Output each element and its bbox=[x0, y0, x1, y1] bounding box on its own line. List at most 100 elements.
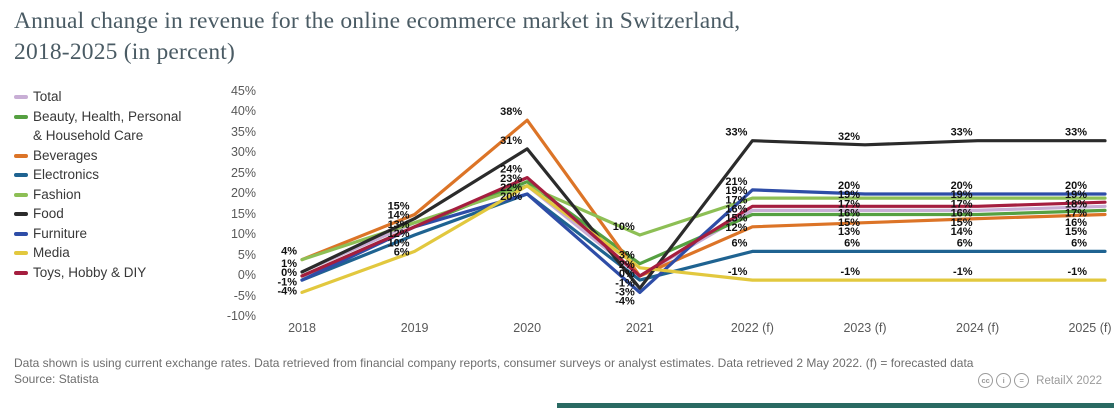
data-label: -3% bbox=[615, 287, 635, 299]
data-label: 33% bbox=[951, 127, 973, 139]
data-label: 10% bbox=[388, 237, 410, 249]
y-tick-label: 35% bbox=[230, 124, 256, 139]
legend-item-media: Media bbox=[14, 243, 181, 263]
data-label: 12% bbox=[725, 222, 747, 234]
series-line bbox=[300, 192, 1107, 282]
data-label: 18% bbox=[1065, 198, 1087, 210]
data-label: 6% bbox=[844, 237, 860, 249]
footnote: Data shown is using current exchange rat… bbox=[14, 356, 974, 370]
credit-line: cc i = RetailX 2022 bbox=[978, 373, 1102, 388]
data-label: 31% bbox=[500, 135, 522, 147]
legend-item-furniture: Furniture bbox=[14, 224, 181, 244]
data-label: 6% bbox=[1071, 237, 1087, 249]
data-label: 4% bbox=[281, 246, 297, 258]
data-label: 15% bbox=[1065, 226, 1087, 238]
y-tick-label: 45% bbox=[230, 83, 256, 98]
x-axis-label: 2020 bbox=[513, 321, 542, 335]
data-label: 17% bbox=[725, 194, 747, 206]
chart-legend: Total Beauty, Health, Personal & Household… bbox=[14, 87, 181, 282]
legend-label: Total bbox=[33, 89, 62, 104]
y-tick-label: 30% bbox=[230, 145, 256, 159]
data-label: 2% bbox=[619, 259, 635, 271]
legend-swatch bbox=[14, 192, 28, 197]
accent-bar bbox=[557, 403, 1114, 408]
legend-item-fashion: Fashion bbox=[14, 185, 181, 205]
y-tick-label: -5% bbox=[233, 288, 256, 303]
x-axis-label: 2018 bbox=[288, 321, 316, 335]
legend-swatch bbox=[14, 95, 28, 99]
legend-label: Beverages bbox=[33, 147, 98, 163]
data-label: -4% bbox=[277, 286, 297, 298]
legend-label: Beauty, Health, Personal bbox=[33, 108, 182, 124]
y-tick-label: 25% bbox=[230, 165, 256, 180]
legend-label: Fashion bbox=[33, 186, 82, 202]
legend-label: Electronics bbox=[33, 167, 100, 182]
legend-label: Furniture bbox=[33, 225, 88, 241]
data-label: -1% bbox=[615, 277, 635, 289]
credit-text: RetailX 2022 bbox=[1036, 374, 1102, 387]
data-label: 24% bbox=[500, 164, 522, 176]
data-label: 16% bbox=[838, 208, 860, 220]
data-label: 19% bbox=[725, 185, 747, 197]
legend-item-electronics: Electronics bbox=[14, 165, 181, 185]
data-label: 16% bbox=[725, 204, 747, 216]
data-label: 19% bbox=[838, 189, 860, 201]
data-label: 16% bbox=[1065, 217, 1087, 229]
x-axis-label: 2025 (f) bbox=[1068, 321, 1112, 335]
legend-label-line2: & Household Care bbox=[33, 128, 144, 143]
data-label: 15% bbox=[725, 213, 747, 225]
legend-swatch bbox=[14, 270, 28, 275]
cc-license-icon: = bbox=[1014, 373, 1030, 388]
y-tick-label: -10% bbox=[226, 309, 256, 323]
data-label: 33% bbox=[725, 127, 747, 139]
data-label: -1% bbox=[728, 266, 748, 278]
legend-label: Food bbox=[33, 206, 64, 221]
y-tick-label: 0% bbox=[237, 268, 256, 282]
data-label: 15% bbox=[951, 217, 973, 229]
x-axis-label: 2021 bbox=[625, 321, 654, 335]
title-line2: 2018-2025 (in percent) bbox=[14, 39, 236, 65]
legend-swatch bbox=[14, 114, 28, 119]
data-label: 6% bbox=[731, 237, 747, 249]
legend-item-total: Total bbox=[14, 87, 181, 107]
data-label: 13% bbox=[838, 226, 860, 238]
legend-item-beverages: Beverages bbox=[14, 146, 181, 166]
x-axis-label: 2024 (f) bbox=[956, 321, 1000, 335]
data-label: 0% bbox=[281, 267, 297, 279]
data-label: 0% bbox=[619, 268, 635, 280]
legend-label: Media bbox=[33, 245, 70, 260]
y-tick-label: 15% bbox=[230, 206, 256, 221]
data-label: -1% bbox=[840, 266, 860, 278]
y-tick-label: 20% bbox=[230, 186, 256, 200]
x-axis-label: 2023 (f) bbox=[843, 321, 887, 335]
data-label: -1% bbox=[953, 266, 973, 278]
cc-license-icon: cc bbox=[978, 373, 994, 388]
series-line bbox=[300, 180, 1107, 278]
chart-plot-area: 4%1%0%-1%-4%15%14%13%12%10%6%38%31%24%23… bbox=[277, 106, 1107, 308]
source-label: Source: Statista bbox=[14, 372, 99, 386]
data-label: 20% bbox=[500, 191, 522, 203]
legend-item-food: Food bbox=[14, 204, 181, 224]
legend-swatch bbox=[14, 173, 28, 177]
data-label: 33% bbox=[1065, 127, 1087, 139]
data-label: 12% bbox=[388, 228, 410, 240]
data-label: 14% bbox=[951, 226, 973, 238]
data-label: 32% bbox=[838, 131, 860, 143]
y-tick-label: 40% bbox=[230, 104, 256, 118]
data-label: 38% bbox=[500, 106, 522, 118]
data-label: 20% bbox=[1065, 180, 1087, 192]
legend-label: Toys, Hobby & DIY bbox=[33, 264, 147, 280]
data-label: 15% bbox=[838, 217, 860, 229]
legend-swatch bbox=[14, 231, 28, 236]
data-label: 1% bbox=[281, 258, 297, 270]
series-line bbox=[300, 175, 1107, 278]
data-label: 13% bbox=[388, 219, 410, 231]
data-label: 15% bbox=[388, 201, 410, 213]
data-label: -1% bbox=[277, 276, 297, 288]
legend-item-toys-hobby-diy: Toys, Hobby & DIY bbox=[14, 263, 181, 283]
x-axis-label: 2022 (f) bbox=[730, 321, 774, 335]
data-label: 20% bbox=[838, 180, 860, 192]
legend-swatch bbox=[14, 212, 28, 216]
y-tick-label: 5% bbox=[237, 247, 256, 262]
